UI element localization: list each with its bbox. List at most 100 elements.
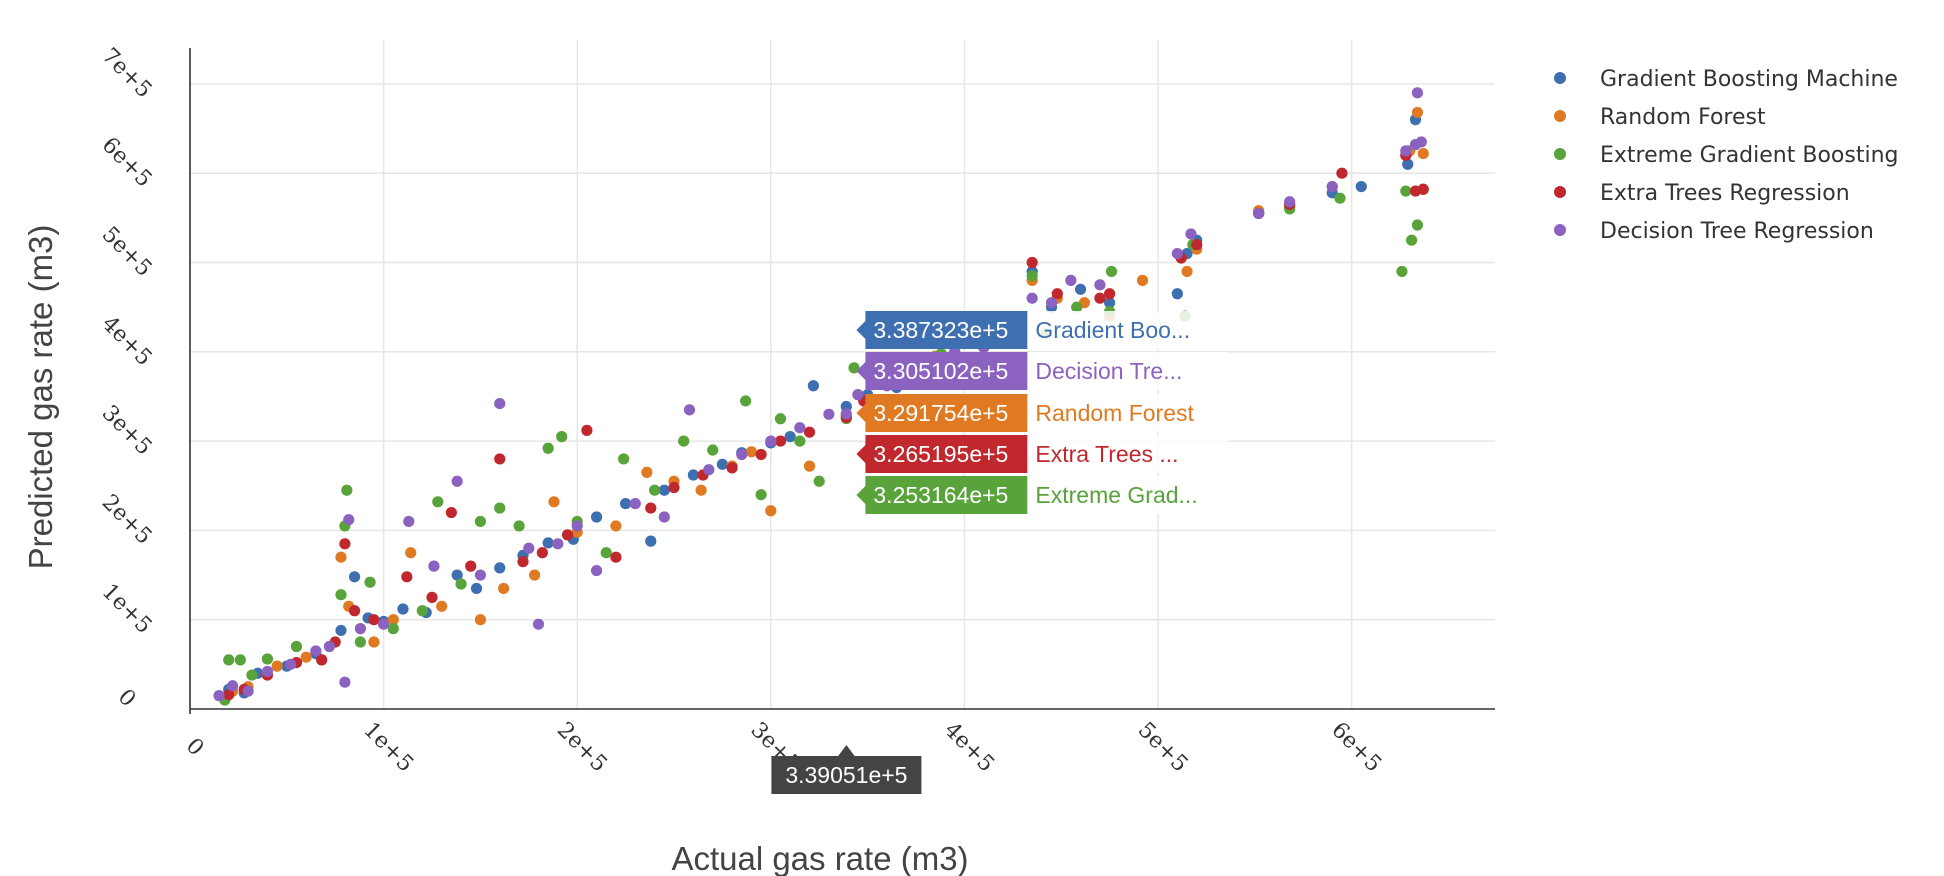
data-point[interactable] [494, 453, 506, 465]
data-point[interactable] [658, 484, 670, 496]
data-point[interactable] [1334, 192, 1346, 204]
legend-item[interactable]: Extra Trees Regression [1554, 181, 1850, 206]
data-point[interactable] [242, 685, 254, 697]
data-point[interactable] [339, 676, 351, 688]
data-point[interactable] [1065, 274, 1077, 286]
data-point[interactable] [536, 547, 548, 559]
data-point[interactable] [1071, 301, 1083, 313]
data-point[interactable] [1400, 185, 1412, 197]
data-point[interactable] [542, 537, 554, 549]
data-point[interactable] [368, 636, 380, 648]
data-point[interactable] [1284, 196, 1296, 208]
data-point[interactable] [852, 389, 864, 401]
data-point[interactable] [465, 560, 477, 572]
data-point[interactable] [1417, 183, 1429, 195]
data-point[interactable] [765, 435, 777, 447]
data-point[interactable] [1136, 274, 1149, 286]
data-point[interactable] [658, 511, 670, 523]
data-point[interactable] [736, 448, 748, 461]
data-point[interactable] [1171, 288, 1183, 300]
data-point[interactable] [403, 515, 415, 528]
data-point[interactable] [234, 654, 246, 666]
data-point[interactable] [416, 605, 428, 617]
data-point[interactable] [378, 618, 390, 630]
data-point[interactable] [629, 498, 641, 510]
data-point[interactable] [1326, 180, 1338, 193]
data-point[interactable] [1355, 180, 1367, 193]
data-point[interactable] [1094, 292, 1106, 304]
data-point[interactable] [561, 529, 574, 541]
data-point[interactable] [1074, 283, 1087, 295]
data-point[interactable] [807, 380, 819, 392]
data-point[interactable] [794, 422, 806, 434]
data-point[interactable] [840, 408, 852, 420]
data-point[interactable] [542, 442, 554, 454]
data-point[interactable] [285, 658, 297, 670]
data-point[interactable] [445, 506, 457, 519]
data-point[interactable] [552, 538, 564, 550]
data-point[interactable] [513, 520, 525, 532]
data-point[interactable] [470, 582, 483, 595]
data-point[interactable] [354, 623, 366, 635]
data-point[interactable] [436, 600, 448, 612]
data-point[interactable] [1411, 87, 1424, 99]
data-point[interactable] [529, 569, 541, 581]
data-point[interactable] [246, 669, 258, 681]
data-point[interactable] [426, 591, 438, 603]
data-point[interactable] [1253, 207, 1265, 219]
data-point[interactable] [387, 614, 399, 626]
data-point[interactable] [1411, 219, 1424, 231]
data-point[interactable] [1191, 239, 1203, 251]
data-point[interactable] [716, 458, 729, 470]
data-point[interactable] [323, 640, 335, 653]
data-point[interactable] [600, 547, 612, 559]
data-point[interactable] [803, 460, 816, 472]
data-point[interactable] [1415, 136, 1427, 148]
data-point[interactable] [316, 654, 328, 666]
data-point[interactable] [695, 484, 707, 496]
data-point[interactable] [590, 511, 603, 523]
data-point[interactable] [1185, 228, 1197, 240]
data-point[interactable] [364, 576, 376, 588]
data-point[interactable] [1171, 247, 1183, 260]
data-point[interactable] [556, 431, 568, 443]
data-point[interactable] [1026, 256, 1038, 269]
data-point[interactable] [548, 496, 560, 508]
data-point[interactable] [451, 475, 463, 487]
data-point[interactable] [823, 408, 835, 420]
data-point[interactable] [1026, 270, 1038, 282]
data-point[interactable] [339, 538, 351, 550]
data-point[interactable] [401, 571, 413, 583]
data-point[interactable] [645, 535, 657, 547]
data-point[interactable] [641, 466, 653, 478]
data-point[interactable] [1336, 167, 1348, 179]
data-point[interactable] [590, 564, 603, 577]
data-point[interactable] [474, 569, 486, 581]
data-point[interactable] [310, 645, 322, 657]
data-point[interactable] [428, 560, 440, 572]
data-point[interactable] [687, 469, 699, 481]
data-point[interactable] [618, 453, 630, 465]
data-point[interactable] [668, 481, 680, 494]
data-point[interactable] [341, 484, 353, 496]
data-point[interactable] [803, 426, 816, 438]
data-point[interactable] [494, 397, 506, 410]
data-point[interactable] [1045, 297, 1058, 309]
data-point[interactable] [774, 413, 787, 425]
data-point[interactable] [348, 605, 361, 617]
data-point[interactable] [649, 484, 661, 496]
plot-area-points[interactable] [213, 87, 1429, 706]
data-point[interactable] [451, 569, 463, 581]
data-point[interactable] [498, 582, 510, 595]
data-point[interactable] [755, 489, 767, 501]
data-point[interactable] [523, 542, 535, 554]
data-point[interactable] [517, 556, 529, 568]
data-point[interactable] [368, 614, 380, 626]
data-point[interactable] [271, 660, 283, 672]
data-point[interactable] [474, 515, 486, 528]
data-point[interactable] [1026, 292, 1038, 304]
data-point[interactable] [610, 520, 622, 532]
data-point[interactable] [765, 505, 777, 517]
data-point[interactable] [343, 514, 355, 526]
